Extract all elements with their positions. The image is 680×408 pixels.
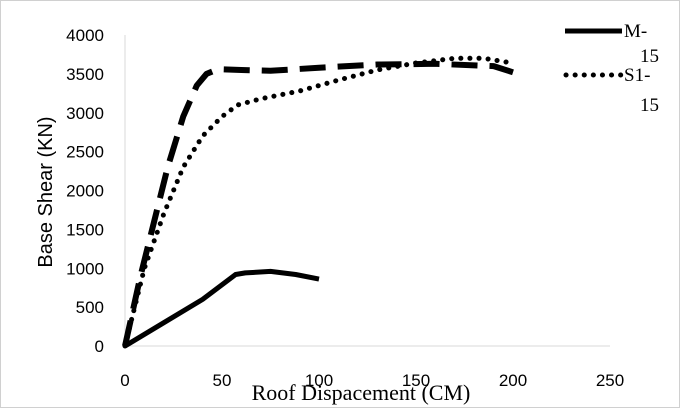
y-tick-label-4: 2000	[66, 182, 104, 201]
x-tick-label-4: 200	[499, 371, 527, 390]
legend-label-m15-line1: M-	[624, 21, 647, 42]
y-tick-label-5: 2500	[66, 143, 104, 162]
y-tick-label-3: 1500	[66, 220, 104, 239]
x-tick-label-3: 150	[402, 371, 430, 390]
x-tick-label-5: 250	[596, 371, 624, 390]
legend-label-s115-line1: S1-	[624, 65, 650, 86]
y-tick-label-2: 1000	[66, 259, 104, 278]
x-tick-label-2: 100	[305, 371, 333, 390]
axes-layer: 0 500 1000 1500 2000 2500 3000 3500 4000 0 50 100 15…	[66, 26, 624, 390]
y-tick-label-7: 3500	[66, 65, 104, 84]
y-tick-label-6: 3000	[66, 104, 104, 123]
legend-label-m15-line2: 15	[640, 46, 659, 67]
y-tick-label-0: 0	[95, 337, 104, 356]
x-tick-label-0: 0	[120, 371, 129, 390]
series-line-0-solid	[123, 268, 320, 349]
y-tick-label-8: 4000	[66, 26, 104, 45]
legend-label-s115-line2: 15	[640, 95, 659, 116]
y-axis-label: Base Shear (KN)	[35, 116, 57, 267]
x-tick-label-1: 50	[213, 371, 232, 390]
series-layer	[122, 55, 514, 349]
y-tick-label-1: 500	[76, 298, 104, 317]
legend: M- 15 S1- 15	[563, 21, 659, 116]
x-axis-label: Roof Dispacement (CM)	[252, 380, 471, 405]
series-line-2-dotted	[122, 55, 510, 349]
